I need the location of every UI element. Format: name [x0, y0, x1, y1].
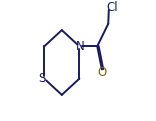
Text: N: N — [76, 40, 85, 53]
Text: S: S — [39, 72, 46, 85]
Text: Cl: Cl — [106, 1, 118, 14]
Text: O: O — [97, 66, 107, 79]
